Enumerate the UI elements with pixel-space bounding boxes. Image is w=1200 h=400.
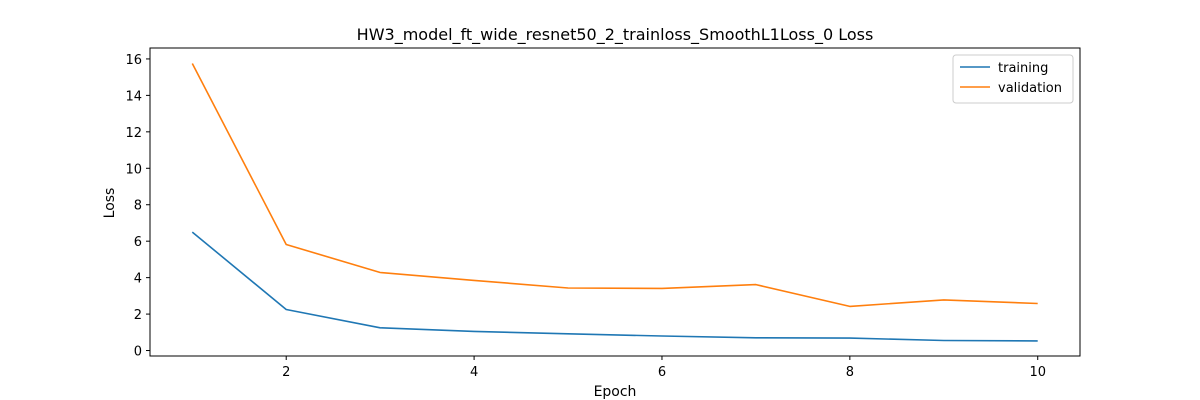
plot-area [191,63,1038,342]
x-tick-label: 6 [658,365,666,380]
x-axis: 2 4 6 8 10 [282,356,1046,380]
y-tick-label: 4 [134,272,142,287]
axes-frame [149,47,1081,357]
x-tick-label: 4 [470,365,478,380]
series-line-validation [191,63,1038,308]
legend-label-validation: validation [998,81,1062,96]
y-tick-label: 12 [125,126,142,141]
y-tick-label: 2 [134,308,142,323]
x-tick-label: 8 [846,365,854,380]
y-axis-label: Loss [102,188,118,219]
y-tick-label: 6 [134,235,142,250]
y-tick-label: 0 [134,345,142,360]
y-tick-label: 8 [134,199,142,214]
y-tick-label: 14 [125,89,142,104]
chart-title: HW3_model_ft_wide_resnet50_2_trainloss_S… [357,25,874,45]
x-axis-label: Epoch [594,384,637,400]
y-tick-label: 16 [125,53,142,68]
legend: training validation [952,54,1074,104]
series-line-training [191,231,1038,342]
legend-label-training: training [998,61,1048,76]
y-axis: 0 2 4 6 8 10 12 14 16 [125,53,150,360]
y-tick-label: 10 [125,162,142,177]
x-tick-label: 2 [282,365,290,380]
x-tick-label: 10 [1029,365,1046,380]
